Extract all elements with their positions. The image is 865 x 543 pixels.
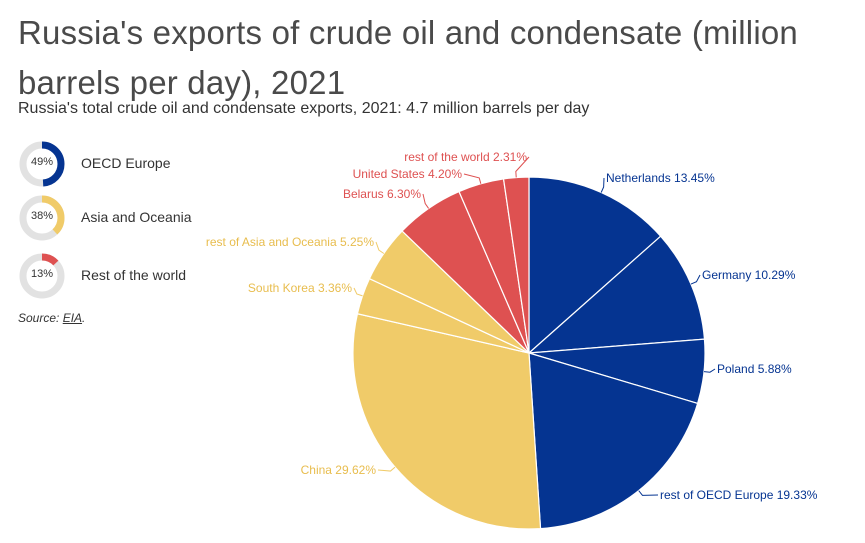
leader-line-netherlands — [600, 177, 605, 193]
donut-fill — [19, 141, 65, 187]
pie-label-united-states: United States 4.20% — [353, 167, 463, 181]
legend-item-rest-of-world: 13% Rest of the world — [18, 252, 238, 302]
pie-label-rest-of-the-world: rest of the world 2.31% — [404, 150, 527, 164]
legend-donut-percent: 13% — [30, 268, 54, 280]
legend-label-oecd-europe: OECD Europe — [81, 155, 171, 171]
donut-fill — [19, 253, 65, 299]
pie-label-germany: Germany 10.29% — [702, 268, 796, 282]
pie-slice-germany[interactable] — [527, 235, 706, 354]
legend-item-asia-oceania: 38% Asia and Oceania — [18, 194, 238, 244]
pie-slice-china[interactable] — [352, 313, 542, 530]
leader-line-belarus — [422, 193, 430, 209]
chart-subtitle: Russia's total crude oil and condensate … — [18, 100, 590, 117]
legend-label-rest-of-world: Rest of the world — [81, 267, 187, 283]
leader-line-germany — [690, 274, 701, 285]
legend-donut-oecd-europe — [19, 141, 65, 187]
legend-label-asia-oceania: Asia and Oceania — [81, 209, 192, 225]
leader-line-rest-of-the-world — [515, 156, 530, 178]
leader-line-rest-of-asia-and-oceania — [375, 241, 385, 254]
legend-item-oecd-europe: 49% OECD Europe — [18, 140, 238, 190]
donut-fill — [19, 195, 65, 241]
pie-label-netherlands: Netherlands 13.45% — [606, 171, 715, 185]
source-prefix: Source: — [18, 311, 63, 325]
source-suffix: . — [82, 311, 86, 325]
pie-label-belarus: Belarus 6.30% — [343, 187, 421, 201]
pie-slice-rest-of-the-world[interactable] — [502, 176, 530, 354]
pie-label-china: China 29.62% — [301, 463, 377, 477]
legend-donut-percent: 49% — [30, 156, 54, 168]
pie-slice-netherlands[interactable] — [528, 176, 662, 355]
pie-label-rest-of-oecd-europe: rest of OECD Europe 19.33% — [660, 488, 818, 502]
pie-slices — [352, 176, 706, 530]
leader-line-china — [377, 466, 396, 472]
pie-label-poland: Poland 5.88% — [717, 362, 792, 376]
pie-label-south-korea: South Korea 3.36% — [248, 281, 352, 295]
source-note: Source: EIA. — [18, 311, 85, 325]
source-link[interactable]: EIA — [62, 311, 83, 325]
leader-line-united-states — [463, 173, 482, 184]
pie-labels: Netherlands 13.45% Germany 10.29% Poland 5… — [206, 150, 818, 502]
pie-leader-lines — [353, 156, 716, 496]
leader-line-south-korea — [353, 287, 363, 297]
legend-donut-rest-of-world — [19, 253, 65, 299]
leader-line-poland — [703, 368, 716, 373]
pie-label-rest-of-asia-and-oceania: rest of Asia and Oceania 5.25% — [206, 235, 374, 249]
chart-title: Russia's exports of crude oil and conden… — [18, 14, 798, 101]
leader-line-rest-of-oecd-europe — [638, 490, 659, 496]
legend-donut-percent: 38% — [30, 210, 54, 222]
legend-donut-asia-oceania — [19, 195, 65, 241]
